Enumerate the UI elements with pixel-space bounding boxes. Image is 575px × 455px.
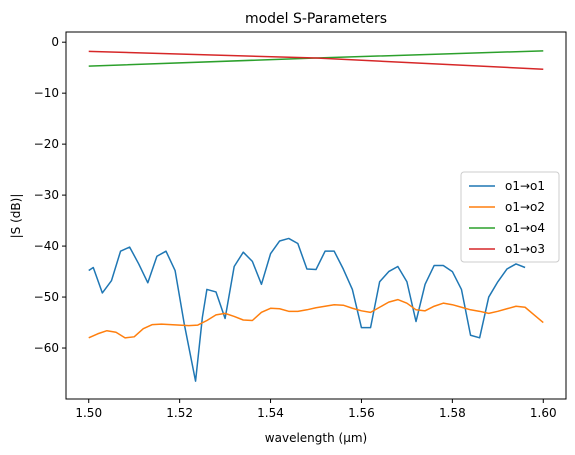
chart-title: model S-Parameters	[245, 11, 387, 27]
y-tick-label: −40	[34, 239, 59, 253]
y-ticks: 0 −10 −20 −30 −40 −50 −60	[34, 35, 66, 355]
x-tick-label: 1.60	[530, 406, 557, 420]
legend: o1→o1 o1→o2 o1→o4 o1→o3	[460, 171, 560, 263]
legend-label-0: o1→o1	[505, 179, 545, 193]
y-tick-label: −50	[34, 290, 59, 304]
y-axis-label: |S (dB)|	[9, 194, 23, 239]
y-tick-label: −10	[34, 86, 59, 100]
x-tick-label: 1.54	[257, 406, 284, 420]
legend-label-3: o1→o3	[505, 242, 545, 256]
y-tick-label: −20	[34, 137, 59, 151]
plot-lines	[88, 50, 544, 382]
x-tick-label: 1.50	[75, 406, 102, 420]
x-axis-label: wavelength (μm)	[265, 431, 367, 445]
series-line-3	[88, 50, 544, 70]
x-ticks: 1.50 1.52 1.54 1.56 1.58 1.60	[75, 399, 557, 420]
y-tick-label: −60	[34, 341, 59, 355]
legend-label-1: o1→o2	[505, 200, 545, 214]
legend-box	[460, 171, 560, 263]
series-line-0	[88, 237, 526, 382]
y-tick-label: 0	[51, 35, 59, 49]
plot-frame	[65, 31, 567, 400]
y-tick-label: −30	[34, 188, 59, 202]
series-line-1	[88, 298, 544, 339]
x-tick-label: 1.52	[166, 406, 193, 420]
x-tick-label: 1.58	[439, 406, 466, 420]
legend-label-2: o1→o4	[505, 221, 545, 235]
x-tick-label: 1.56	[348, 406, 375, 420]
